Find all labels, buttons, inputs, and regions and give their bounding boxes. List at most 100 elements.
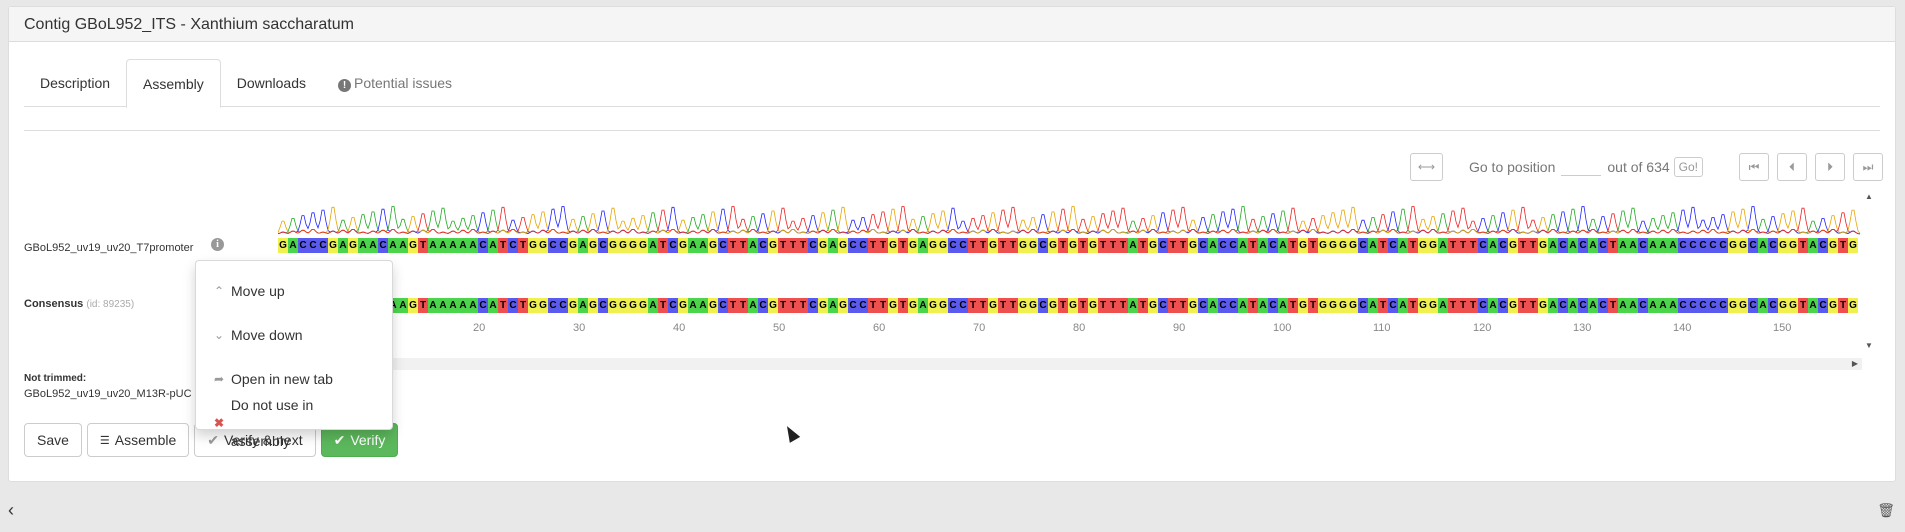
- base: C: [558, 298, 568, 313]
- base: C: [758, 298, 768, 313]
- base: C: [1218, 298, 1228, 313]
- info-icon[interactable]: i: [211, 238, 224, 251]
- base: T: [1608, 298, 1618, 313]
- base: A: [1128, 298, 1138, 313]
- scroll-up-icon[interactable]: ▲: [1865, 192, 1873, 201]
- base: T: [1178, 298, 1188, 313]
- menu-do-not-use[interactable]: ✖ Do not use in assembly: [196, 397, 392, 449]
- base: G: [1848, 298, 1858, 313]
- base: C: [958, 238, 968, 253]
- next-icon[interactable]: ⏵: [1815, 153, 1845, 181]
- base: C: [1268, 238, 1278, 253]
- base: A: [1648, 238, 1658, 253]
- base: A: [1628, 298, 1638, 313]
- base: T: [968, 298, 978, 313]
- base: T: [1078, 238, 1088, 253]
- assemble-button[interactable]: ☰ Assemble: [86, 423, 190, 457]
- scroll-down-icon[interactable]: ▼: [1865, 341, 1873, 350]
- save-button[interactable]: Save: [24, 423, 82, 457]
- trace-C: [278, 206, 1861, 235]
- verify-label: Verify: [350, 432, 386, 448]
- base: T: [1838, 238, 1848, 253]
- base: A: [1128, 238, 1138, 253]
- tab-assembly[interactable]: Assembly: [126, 59, 221, 108]
- tick-label: 50: [773, 322, 786, 334]
- menu-move-down[interactable]: ⌄ Move down: [196, 313, 392, 357]
- base: C: [1198, 298, 1208, 313]
- fit-width-button[interactable]: ⟷: [1409, 153, 1443, 181]
- base: A: [828, 298, 838, 313]
- base: T: [658, 238, 668, 253]
- base: T: [518, 238, 528, 253]
- base: T: [1838, 298, 1848, 313]
- chevron-left-icon[interactable]: ‹: [8, 500, 14, 520]
- footer-bar: ‹ 🗑: [0, 490, 1905, 532]
- horizontal-scrollbar[interactable]: ▶: [278, 358, 1862, 370]
- verify-next-label: Verify & next: [224, 432, 303, 448]
- tab-potential-issues[interactable]: ! Potential issues: [322, 59, 468, 107]
- goto-label: Go to position: [1468, 159, 1556, 175]
- chevron-up-icon: ⌃: [214, 284, 225, 298]
- page-title: Contig GBoL952_ITS - Xanthium saccharatu…: [9, 7, 1895, 42]
- base: A: [1568, 238, 1578, 253]
- base: C: [508, 238, 518, 253]
- vertical-scrollbar[interactable]: ▲ ▼: [1862, 189, 1876, 351]
- base: G: [1318, 298, 1328, 313]
- base: T: [1408, 298, 1418, 313]
- base: C: [1478, 298, 1488, 313]
- base: C: [808, 298, 818, 313]
- base: G: [1348, 298, 1358, 313]
- base: G: [538, 298, 548, 313]
- base: C: [1638, 238, 1648, 253]
- base: G: [328, 238, 338, 253]
- base: T: [1168, 298, 1178, 313]
- base: A: [288, 238, 298, 253]
- base: C: [1158, 238, 1168, 253]
- scroll-right-icon[interactable]: ▶: [1851, 359, 1858, 368]
- base: T: [728, 238, 738, 253]
- base: A: [1258, 238, 1268, 253]
- base: C: [598, 298, 608, 313]
- base: C: [478, 238, 488, 253]
- tab-downloads[interactable]: Downloads: [236, 75, 306, 91]
- consensus-label: Consensus (id: 89235): [24, 298, 134, 310]
- base: T: [738, 298, 748, 313]
- menu-move-up[interactable]: ⌃ Move up: [196, 269, 392, 313]
- previous-icon[interactable]: ⏴: [1777, 153, 1807, 181]
- base: A: [918, 238, 928, 253]
- tick-label: 80: [1073, 322, 1086, 334]
- trash-icon[interactable]: 🗑: [1877, 502, 1895, 518]
- first-page-icon[interactable]: ⏮: [1739, 153, 1769, 181]
- base: G: [888, 298, 898, 313]
- menu-open-new-tab[interactable]: ➦ Open in new tab: [196, 357, 392, 401]
- last-page-icon[interactable]: ⏭: [1853, 153, 1883, 181]
- chromatogram[interactable]: [278, 189, 1862, 351]
- base: C: [1038, 238, 1048, 253]
- base: G: [908, 298, 918, 313]
- base: T: [778, 238, 788, 253]
- base: G: [1428, 238, 1438, 253]
- base: G: [628, 298, 638, 313]
- tick-label: 60: [873, 322, 886, 334]
- base: G: [638, 298, 648, 313]
- tab-description[interactable]: Description: [40, 75, 111, 91]
- base: A: [1758, 238, 1768, 253]
- base: C: [1388, 298, 1398, 313]
- base: T: [728, 298, 738, 313]
- base: C: [1718, 238, 1728, 253]
- base: C: [1038, 298, 1048, 313]
- base: A: [1618, 238, 1628, 253]
- go-button[interactable]: Go!: [1673, 157, 1703, 177]
- base: G: [1788, 238, 1798, 253]
- goto-position-input[interactable]: [1561, 158, 1602, 176]
- read-name[interactable]: GBoL952_uv19_uv20_T7promoter: [24, 242, 194, 254]
- align-icon: ☰: [99, 434, 110, 447]
- base: T: [1248, 298, 1258, 313]
- base: G: [1418, 238, 1428, 253]
- base: G: [408, 298, 418, 313]
- base: A: [398, 298, 408, 313]
- base: T: [1308, 238, 1318, 253]
- not-trimmed-read[interactable]: GBoL952_uv19_uv20_M13R-pUC: [24, 388, 192, 400]
- base: C: [508, 298, 518, 313]
